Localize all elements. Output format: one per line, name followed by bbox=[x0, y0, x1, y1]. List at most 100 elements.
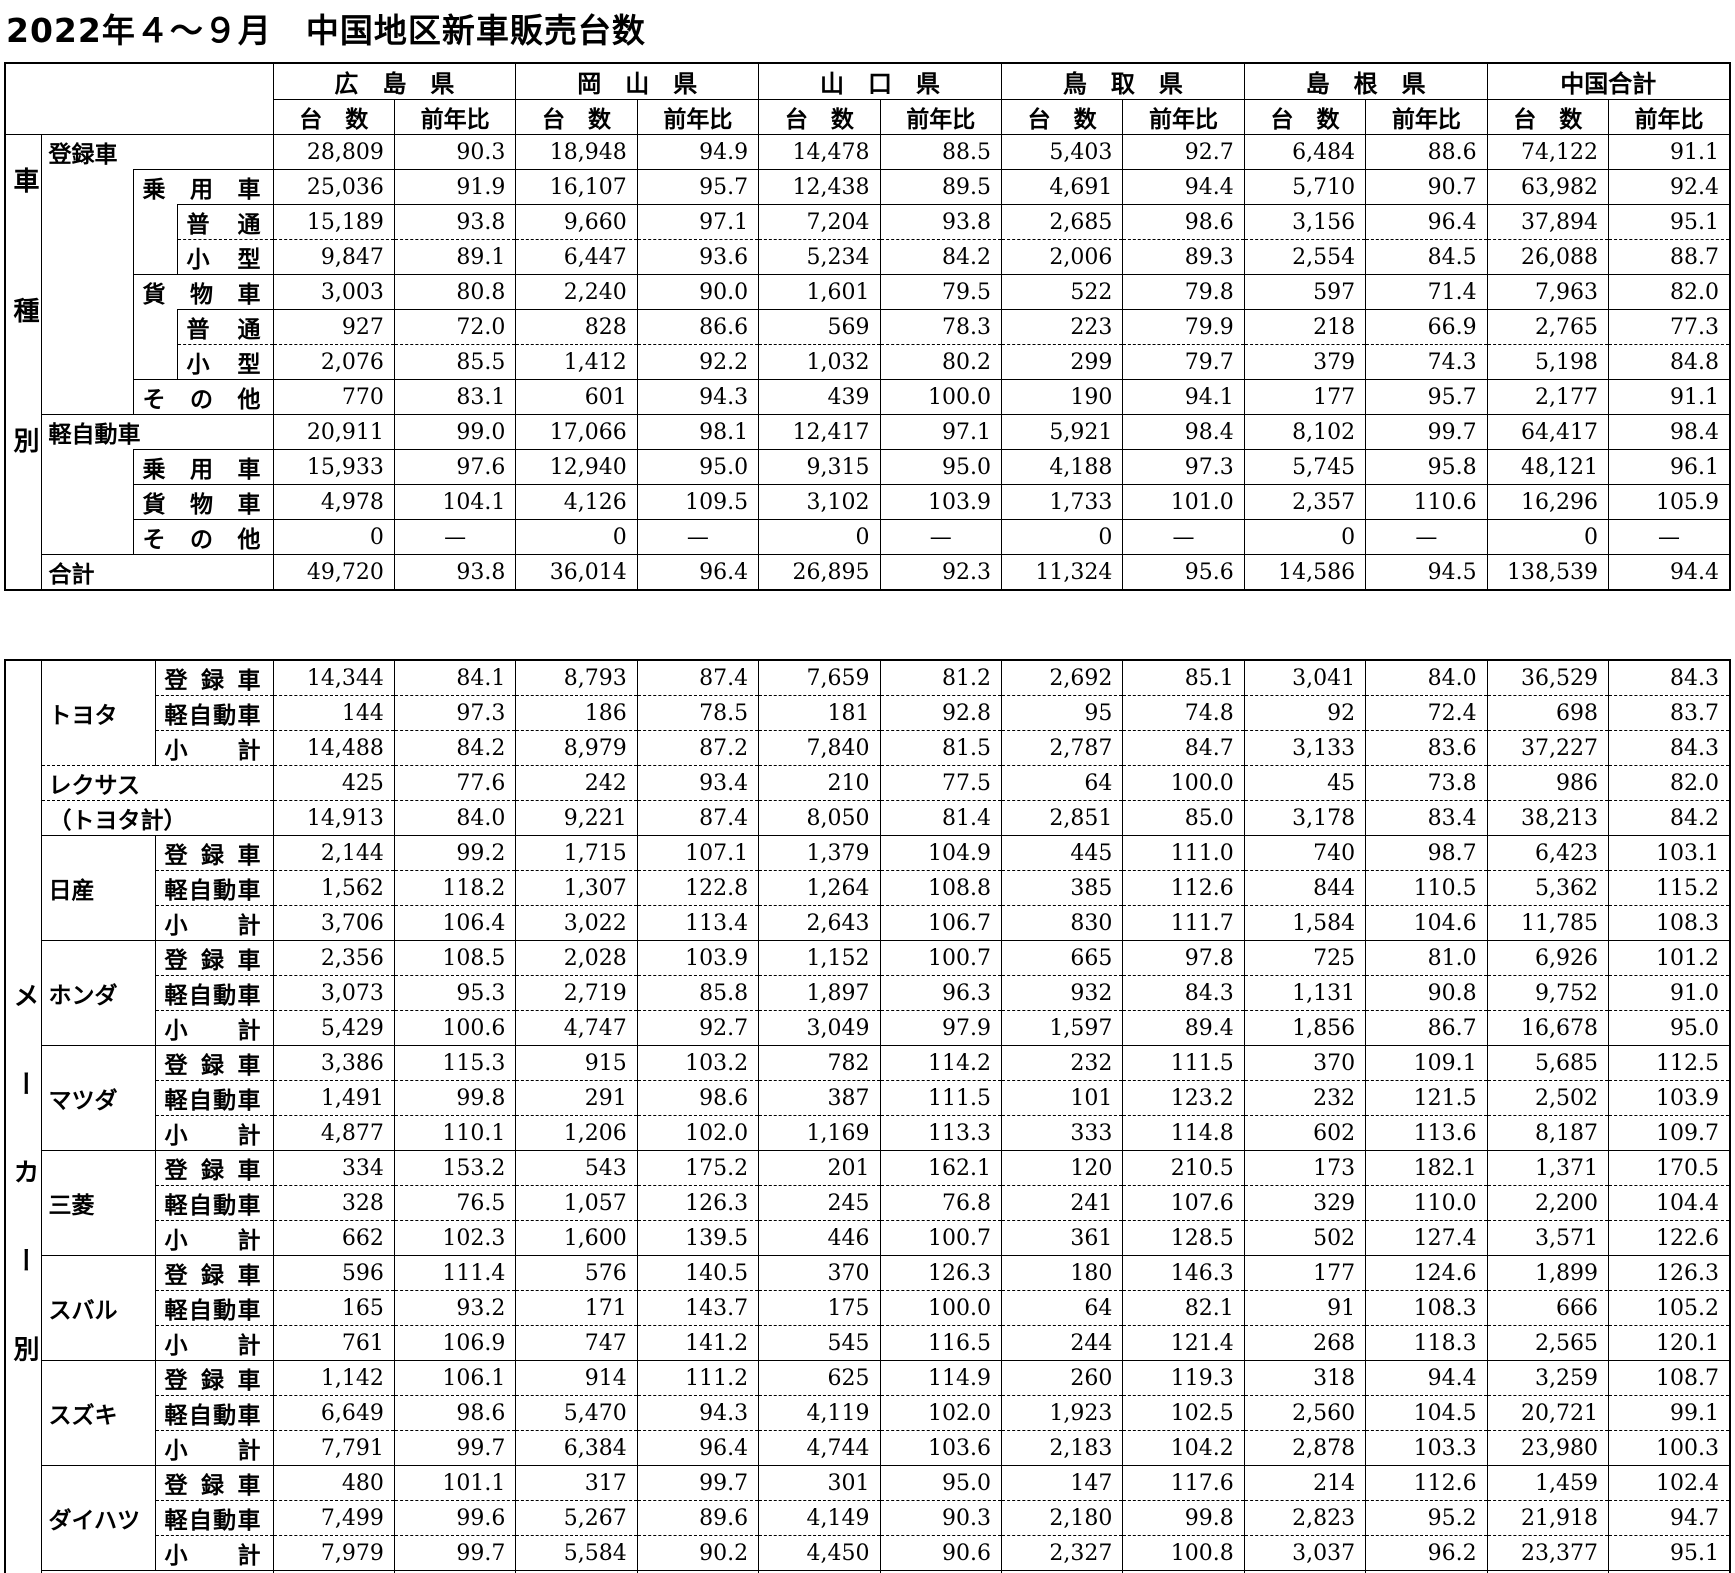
row-label: そ の 他 bbox=[132, 519, 273, 555]
value-cell: 95.6 bbox=[1122, 554, 1245, 590]
value-cell: 108.8 bbox=[879, 870, 1002, 906]
value-cell: 98.1 bbox=[636, 414, 759, 450]
value-cell: 90.6 bbox=[879, 1535, 1002, 1571]
value-cell: 21,918 bbox=[1486, 1500, 1609, 1536]
value-cell: 232 bbox=[1243, 1080, 1366, 1116]
value-cell: 334 bbox=[272, 1150, 395, 1186]
units-header: 台 数 bbox=[758, 99, 881, 135]
value-cell: 108.3 bbox=[1607, 905, 1730, 941]
value-cell: 725 bbox=[1243, 940, 1366, 976]
value-cell: 98.6 bbox=[1122, 204, 1245, 240]
value-cell: 82.0 bbox=[1607, 765, 1730, 801]
value-cell: 78.3 bbox=[879, 309, 1002, 345]
value-cell: 95.0 bbox=[1607, 1010, 1730, 1046]
value-cell: 110 bbox=[1243, 1570, 1366, 1573]
side-label-text: 車種別 bbox=[9, 167, 39, 557]
value-cell: 3,003 bbox=[272, 274, 395, 310]
value-cell: 109.5 bbox=[636, 484, 759, 520]
value-cell: 93.8 bbox=[393, 554, 516, 590]
value-cell: 122.8 bbox=[636, 870, 759, 906]
value-cell: 36,014 bbox=[515, 554, 638, 590]
value-cell: 99.7 bbox=[636, 1465, 759, 1501]
units-header: 台 数 bbox=[1243, 99, 1366, 135]
maker-label: 日産 bbox=[40, 835, 155, 941]
value-cell: 11,785 bbox=[1486, 905, 1609, 941]
value-cell: 2,356 bbox=[272, 940, 395, 976]
value-cell: 666 bbox=[1486, 1290, 1609, 1326]
value-cell: 97.1 bbox=[879, 414, 1002, 450]
value-cell: 0 bbox=[1243, 519, 1366, 555]
value-cell: 93.4 bbox=[636, 765, 759, 801]
value-cell: 91.9 bbox=[393, 169, 516, 205]
value-cell: 37,894 bbox=[1486, 204, 1609, 240]
value-cell: 747 bbox=[515, 1325, 638, 1361]
value-cell: 545 bbox=[758, 1325, 881, 1361]
row-label: 小 計 bbox=[154, 1325, 273, 1361]
value-cell: 291 bbox=[515, 1080, 638, 1116]
value-cell: 100.6 bbox=[393, 1010, 516, 1046]
value-cell: 118.2 bbox=[393, 870, 516, 906]
value-cell: 102.0 bbox=[879, 1395, 1002, 1431]
value-cell: 99.7 bbox=[393, 1430, 516, 1466]
row-label: 登 録 車 bbox=[154, 659, 273, 696]
value-cell: 77.6 bbox=[393, 765, 516, 801]
value-cell: 14,913 bbox=[272, 800, 395, 836]
value-cell: 101.1 bbox=[393, 1465, 516, 1501]
value-cell: 85.5 bbox=[393, 344, 516, 380]
value-cell: 844 bbox=[1243, 870, 1366, 906]
value-cell: 602 bbox=[1243, 1115, 1366, 1151]
row-label: 登 録 車 bbox=[154, 1150, 273, 1186]
value-cell: 82.1 bbox=[1122, 1290, 1245, 1326]
value-cell: 105.9 bbox=[1607, 484, 1730, 520]
value-cell: 111.5 bbox=[879, 1080, 1002, 1116]
value-cell: 665 bbox=[1000, 940, 1123, 976]
maker-label: ホンダ bbox=[40, 940, 155, 1046]
value-cell: 92.2 bbox=[636, 344, 759, 380]
value-cell: 101.2 bbox=[1607, 940, 1730, 976]
value-cell: 99.2 bbox=[393, 835, 516, 871]
value-cell: 109.1 bbox=[1365, 1045, 1488, 1081]
value-cell: 110.5 bbox=[1365, 870, 1488, 906]
value-cell: 5,198 bbox=[1486, 344, 1609, 380]
value-cell: 3,386 bbox=[272, 1045, 395, 1081]
value-cell: 5,685 bbox=[1486, 1045, 1609, 1081]
value-cell: 173 bbox=[1243, 1150, 1366, 1186]
value-cell: 18,948 bbox=[515, 134, 638, 170]
value-cell: 4,126 bbox=[515, 484, 638, 520]
value-cell: 121.5 bbox=[1365, 1080, 1488, 1116]
value-cell: 1,715 bbox=[515, 835, 638, 871]
value-cell: 6,423 bbox=[1486, 835, 1609, 871]
value-cell: 218 bbox=[1243, 309, 1366, 345]
value-cell: 138,539 bbox=[1486, 554, 1609, 590]
value-cell: 385 bbox=[1000, 870, 1123, 906]
value-cell: 48.3 bbox=[879, 1570, 1002, 1573]
value-cell: 3,156 bbox=[1243, 204, 1366, 240]
value-cell: 97.1 bbox=[636, 204, 759, 240]
value-cell: 23,377 bbox=[1486, 1535, 1609, 1571]
value-cell: 97.3 bbox=[1122, 449, 1245, 485]
value-cell: 3,102 bbox=[758, 484, 881, 520]
value-cell: 83.4 bbox=[1365, 800, 1488, 836]
value-cell: 11,324 bbox=[1000, 554, 1123, 590]
value-cell: 153.2 bbox=[393, 1150, 516, 1186]
value-cell: 105.2 bbox=[1607, 1290, 1730, 1326]
value-cell: 625 bbox=[758, 1360, 881, 1396]
value-cell: 89.4 bbox=[1122, 1010, 1245, 1046]
value-cell: 93.8 bbox=[393, 204, 516, 240]
value-cell: 103.9 bbox=[1607, 1080, 1730, 1116]
value-cell: 85.0 bbox=[1122, 800, 1245, 836]
side-label-vehicle-type: 車種別 bbox=[4, 134, 41, 590]
value-cell: 932 bbox=[1000, 975, 1123, 1011]
vehicle-table-header: 広 島 県岡 山 県山 口 県鳥 取 県島 根 県中国合計台 数前年比台 数前年… bbox=[5, 62, 1730, 135]
value-cell: 1,131 bbox=[1243, 975, 1366, 1011]
value-cell: 103.6 bbox=[879, 1430, 1002, 1466]
value-cell: 1,491 bbox=[272, 1080, 395, 1116]
value-cell: 88.7 bbox=[1607, 239, 1730, 275]
value-cell: 103.9 bbox=[879, 484, 1002, 520]
value-cell: 100.7 bbox=[879, 1220, 1002, 1256]
value-cell: 4,450 bbox=[758, 1535, 881, 1571]
prefecture-header: 山 口 県 bbox=[758, 62, 1002, 100]
value-cell: 112.6 bbox=[1365, 1465, 1488, 1501]
value-cell: 111.2 bbox=[636, 1360, 759, 1396]
value-cell: 94.1 bbox=[1122, 379, 1245, 415]
